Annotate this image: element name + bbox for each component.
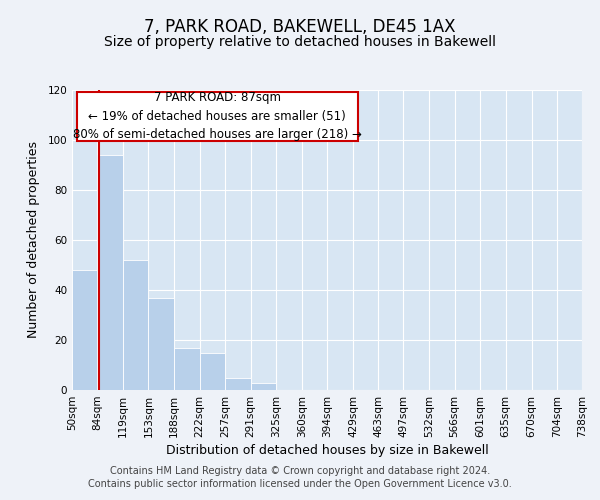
- Text: 7, PARK ROAD, BAKEWELL, DE45 1AX: 7, PARK ROAD, BAKEWELL, DE45 1AX: [144, 18, 456, 36]
- Bar: [174, 348, 199, 390]
- Text: Size of property relative to detached houses in Bakewell: Size of property relative to detached ho…: [104, 35, 496, 49]
- Bar: [251, 382, 276, 390]
- Bar: [123, 260, 148, 390]
- Y-axis label: Number of detached properties: Number of detached properties: [28, 142, 40, 338]
- Bar: [148, 298, 174, 390]
- Bar: [226, 378, 251, 390]
- Bar: [199, 352, 226, 390]
- Text: Contains HM Land Registry data © Crown copyright and database right 2024.: Contains HM Land Registry data © Crown c…: [110, 466, 490, 476]
- FancyBboxPatch shape: [77, 92, 358, 141]
- Text: 7 PARK ROAD: 87sqm
← 19% of detached houses are smaller (51)
80% of semi-detache: 7 PARK ROAD: 87sqm ← 19% of detached hou…: [73, 91, 362, 141]
- X-axis label: Distribution of detached houses by size in Bakewell: Distribution of detached houses by size …: [166, 444, 488, 457]
- Text: Contains public sector information licensed under the Open Government Licence v3: Contains public sector information licen…: [88, 479, 512, 489]
- Bar: [72, 270, 97, 390]
- Bar: [97, 155, 123, 390]
